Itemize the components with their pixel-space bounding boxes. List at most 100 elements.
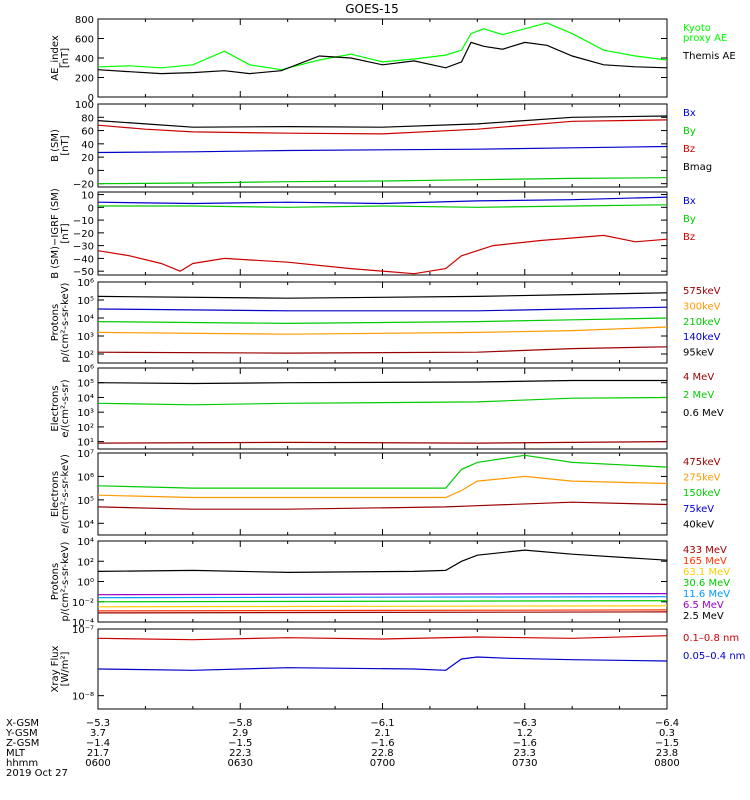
series-line-themis-ae — [97, 41, 668, 75]
ephemeris-table: X-GSM −5.3 −5.8 −6.1 −6.3 −6.4 Y-GSM 3.7 2.9 2.1 1… — [5, 718, 680, 779]
plot-title: GOES-15 — [345, 2, 399, 16]
ephem-value: −6.1 — [370, 718, 394, 729]
y-tick-label: 10⁻⁸ — [72, 692, 94, 703]
ephem-value: 21.7 — [87, 748, 109, 759]
y-tick-label: 10² — [77, 350, 94, 361]
panel-3: 100 −10 −20 −30−40 −50 B (SM)−IGRF (SM) [nT] Bx… — [50, 188, 696, 279]
series-line-by — [97, 177, 668, 185]
y-tick-label: 20 — [81, 153, 94, 164]
y-tick-label: 10³ — [77, 408, 94, 419]
legend-label: 4 MeV — [683, 372, 714, 383]
y-tick-label: 800 — [75, 15, 94, 26]
legend-label: 140keV — [683, 332, 721, 343]
series-line-bz — [97, 234, 668, 275]
panel-frame — [97, 18, 668, 98]
ephem-value: −6.3 — [513, 718, 537, 729]
legend-label: 210keV — [683, 317, 721, 328]
legend-label: Bz — [683, 144, 695, 155]
legend-label: 2.5 MeV — [683, 611, 724, 622]
series-line-210kev — [97, 317, 668, 325]
y-axis-label: [nT] — [60, 135, 71, 155]
legend-label: Kyoto — [683, 23, 711, 34]
ephem-value: 22.8 — [371, 748, 393, 759]
y-tick-label: 10⁵ — [77, 296, 94, 307]
y-tick-label: 10⁵ — [77, 496, 94, 507]
y-tick-label: 10¹ — [77, 438, 94, 449]
y-tick-label: 0 — [88, 203, 94, 214]
y-tick-label: 10⁴ — [77, 314, 94, 325]
ephem-value: −1.5 — [655, 738, 679, 749]
series-line-433-mev — [97, 611, 668, 614]
y-tick-label: 10⁴ — [77, 537, 94, 548]
panel-7: 10⁴ 10² 10⁰ 10⁻² 10⁻⁴ Protons p/(cm²-s-sr-keV)… — [50, 537, 730, 629]
legend-label: 2 MeV — [683, 390, 714, 401]
y-tick-label: −50 — [73, 267, 94, 278]
ephem-date: 2019 Oct 27 — [6, 768, 68, 779]
ephem-row-label: X-GSM — [6, 718, 39, 729]
ephem-value: 1.2 — [517, 728, 533, 739]
y-axis-label: p/(cm²-s-sr-keV) — [60, 541, 71, 621]
series-line-0-05-0-4-nm — [97, 656, 668, 671]
y-axis-label: p/(cm²-s-sr-keV) — [60, 282, 71, 362]
y-axis-label: e/(cm²-s-sr-keV) — [60, 454, 71, 534]
legend-label: 95keV — [683, 348, 714, 359]
panel-4: 10⁶ 10⁵ 10⁴ 10³ 10² Protons p/(cm²-s-sr-keV) 57… — [50, 278, 721, 364]
legend-label: 30.6 MeV — [683, 578, 730, 589]
panel-5: 10⁶ 10⁵ 10⁴ 10³ 10² 10¹ Electrons e/(cm²-s-sr) 4… — [50, 364, 724, 450]
ephem-value: 23.3 — [514, 748, 536, 759]
y-axis-label: Xray Flux — [50, 645, 61, 692]
y-tick-label: 10⁰ — [77, 578, 94, 589]
legend-label: Bmag — [683, 162, 712, 173]
y-axis-label: Protons — [50, 563, 61, 600]
y-axis-label: [W/m²] — [60, 651, 71, 686]
ephem-value: −1.6 — [370, 738, 394, 749]
series-line-575kev — [97, 346, 668, 354]
legend-label: 575keV — [683, 286, 721, 297]
ephem-value: 0800 — [654, 758, 679, 769]
y-tick-label: 10⁻⁷ — [72, 625, 94, 636]
ephem-value: 2.1 — [375, 728, 391, 739]
y-tick-label: 10⁶ — [77, 472, 94, 483]
y-tick-label: 10² — [77, 557, 94, 568]
legend-label: 0.6 MeV — [683, 408, 724, 419]
panel-8: 10⁻⁷ 10⁻⁸ Xray Flux [W/m²] 0.1–0.8 nm 0.05–0.… — [50, 625, 745, 710]
y-tick-label: 10⁻² — [72, 598, 94, 609]
ephem-value: 0630 — [228, 758, 253, 769]
ephem-value: −1.5 — [228, 738, 252, 749]
legend-label: 165 MeV — [683, 556, 727, 567]
y-axis-label: e/(cm²-s-sr) — [60, 379, 71, 437]
series-line-4-mev — [97, 441, 668, 444]
y-axis-label: Electrons — [50, 471, 61, 517]
y-tick-label: −20 — [73, 229, 94, 240]
ephem-value: −6.4 — [655, 718, 679, 729]
series-line-bx — [97, 196, 668, 205]
legend-label: 63.1 MeV — [683, 567, 730, 578]
ephem-value: 0.3 — [659, 728, 675, 739]
legend-label: 150keV — [683, 488, 721, 499]
panel-frame — [97, 103, 668, 188]
y-tick-label: −30 — [73, 242, 94, 253]
y-tick-label: 10⁻⁴ — [72, 618, 94, 629]
y-tick-label: −10 — [73, 216, 94, 227]
legend-label: By — [683, 126, 696, 137]
y-axis-label: Protons — [50, 304, 61, 341]
series-line-6-5-mev — [97, 592, 668, 596]
ephem-value: 23.8 — [656, 748, 678, 759]
y-axis-label: [nT] — [60, 223, 71, 243]
panel-frame — [97, 452, 668, 536]
y-tick-label: 10³ — [77, 332, 94, 343]
y-tick-label: 10⁶ — [77, 278, 94, 289]
y-tick-label: 10⁴ — [77, 393, 94, 404]
legend-label: 0.05–0.4 nm — [683, 651, 745, 662]
y-tick-label: 40 — [81, 140, 94, 151]
y-axis-label: B (SM)−IGRF (SM) — [50, 188, 61, 279]
series-line-11-6-mev — [97, 596, 668, 599]
legend-label: Themis AE — [682, 51, 736, 62]
series-line-0-6-mev — [97, 379, 667, 385]
series-line-165-mev — [97, 609, 668, 612]
panel-frame — [97, 191, 668, 276]
series-line-bmag — [97, 115, 668, 128]
y-axis-label: Electrons — [50, 385, 61, 431]
